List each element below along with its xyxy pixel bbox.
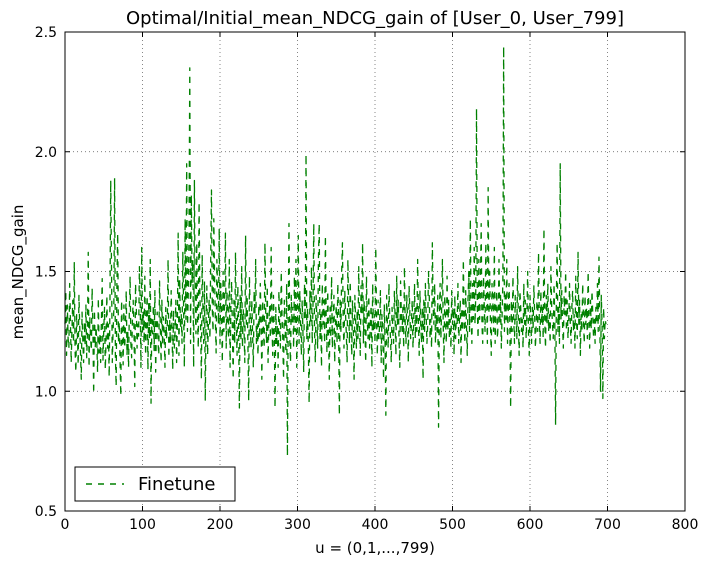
x-tick-label: 0 [61,517,70,533]
x-axis-label: u = (0,1,...,799) [315,539,435,557]
legend: Finetune [74,466,236,502]
axis-ticks: 0 100 200 300 400 500 600 700 800 0.5 1.0 1.5 2.0 2.5 [35,25,699,533]
x-tick-label: 600 [517,517,544,533]
x-tick-label: 800 [672,517,699,533]
y-axis-label: mean_NDCG_gain [9,205,28,340]
grid-lines [65,32,685,511]
series-line-finetune [64,45,607,457]
x-tick-label: 200 [207,517,234,533]
x-tick-label: 500 [439,517,466,533]
y-tick-label: 1.5 [35,265,57,281]
y-tick-label: 0.5 [35,504,57,520]
series-layer [64,45,607,457]
x-tick-label: 100 [129,517,156,533]
legend-label: Finetune [138,474,215,495]
y-tick-label: 2.5 [35,25,57,41]
x-tick-label: 700 [594,517,621,533]
y-tick-label: 1.0 [35,384,57,400]
y-tick-label: 2.0 [35,145,57,161]
x-tick-label: 400 [362,517,389,533]
chart-title: Optimal/Initial_mean_NDCG_gain of [User_… [126,8,624,29]
x-tick-label: 300 [284,517,311,533]
